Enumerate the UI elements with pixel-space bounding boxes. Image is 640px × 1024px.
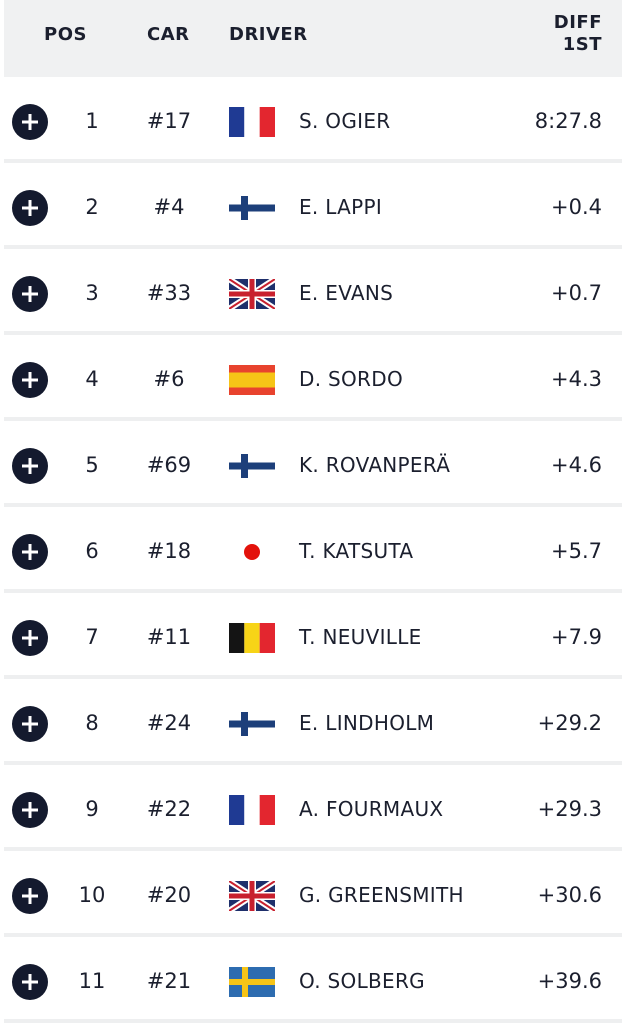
- driver-name: E. EVANS: [299, 281, 394, 305]
- driver-name: E. LAPPI: [299, 195, 383, 219]
- car-number: #11: [146, 625, 192, 649]
- diff-time: +29.3: [537, 797, 602, 821]
- driver-name: D. SORDO: [299, 367, 403, 391]
- driver-name: G. GREENSMITH: [299, 883, 464, 907]
- driver-name: O. SOLBERG: [299, 969, 425, 993]
- position: 11: [78, 969, 106, 993]
- table-row: 10 #20 G. GREENSMITH +30.6: [4, 851, 622, 937]
- table-row: 3 #33 E. EVANS +0.7: [4, 249, 622, 335]
- header-car: CAR: [147, 24, 190, 45]
- car-number: #22: [146, 797, 192, 821]
- expand-row-button[interactable]: [12, 792, 48, 828]
- expand-row-button[interactable]: [12, 534, 48, 570]
- table-row: 5 #69 K. ROVANPERÄ +4.6: [4, 421, 622, 507]
- car-number: #18: [146, 539, 192, 563]
- diff-time: +4.3: [551, 367, 602, 391]
- table-row: 9 #22 A. FOURMAUX +29.3: [4, 765, 622, 851]
- france-flag-icon: [229, 795, 275, 825]
- plus-circle-icon: [22, 114, 38, 130]
- expand-row-button[interactable]: [12, 104, 48, 140]
- plus-circle-icon: [22, 888, 38, 904]
- diff-time: +29.2: [537, 711, 602, 735]
- expand-row-button[interactable]: [12, 706, 48, 742]
- expand-row-button[interactable]: [12, 362, 48, 398]
- plus-circle-icon: [22, 200, 38, 216]
- diff-time: 8:27.8: [534, 109, 602, 133]
- table-header: POS CAR DRIVER DIFF 1ST: [4, 0, 622, 77]
- table-row: 7 #11 T. NEUVILLE +7.9: [4, 593, 622, 679]
- header-pos: POS: [44, 24, 87, 45]
- plus-circle-icon: [22, 286, 38, 302]
- position: 10: [78, 883, 106, 907]
- table-row: 1 #17 S. OGIER 8:27.8: [4, 77, 622, 163]
- plus-circle-icon: [22, 630, 38, 646]
- driver-name: T. KATSUTA: [299, 539, 414, 563]
- spain-flag-icon: [229, 365, 275, 395]
- table-row: 4 #6 D. SORDO +4.3: [4, 335, 622, 421]
- header-diff-line2: 1ST: [562, 34, 602, 55]
- expand-row-button[interactable]: [12, 190, 48, 226]
- position: 1: [85, 109, 99, 133]
- position: 7: [85, 625, 99, 649]
- car-number: #17: [146, 109, 192, 133]
- plus-circle-icon: [22, 544, 38, 560]
- table-row: 11 #21 O. SOLBERG +39.6: [4, 937, 622, 1023]
- plus-circle-icon: [22, 974, 38, 990]
- japan-flag-icon: [229, 537, 275, 567]
- plus-circle-icon: [22, 802, 38, 818]
- position: 2: [85, 195, 99, 219]
- driver-name: E. LINDHOLM: [299, 711, 435, 735]
- table-row: 8 #24 E. LINDHOLM +29.2: [4, 679, 622, 765]
- diff-time: +0.7: [551, 281, 602, 305]
- united-kingdom-flag-icon: [227, 276, 277, 312]
- table-row: 2 #4 E. LAPPI +0.4: [4, 163, 622, 249]
- expand-row-button[interactable]: [12, 276, 48, 312]
- france-flag-icon: [229, 107, 275, 137]
- expand-row-button[interactable]: [12, 878, 48, 914]
- diff-time: +5.7: [551, 539, 602, 563]
- header-diff-line1: DIFF: [553, 12, 602, 33]
- header-driver: DRIVER: [229, 24, 308, 45]
- expand-row-button[interactable]: [12, 620, 48, 656]
- position: 3: [85, 281, 99, 305]
- expand-row-button[interactable]: [12, 964, 48, 1000]
- diff-time: +4.6: [551, 453, 602, 477]
- plus-circle-icon: [22, 716, 38, 732]
- table-row: 6 #18 T. KATSUTA +5.7: [4, 507, 622, 593]
- car-number: #69: [146, 453, 192, 477]
- expand-row-button[interactable]: [12, 448, 48, 484]
- car-number: #21: [146, 969, 192, 993]
- diff-time: +0.4: [551, 195, 602, 219]
- plus-circle-icon: [22, 458, 38, 474]
- finland-flag-icon: [229, 193, 275, 223]
- car-number: #20: [146, 883, 192, 907]
- diff-time: +7.9: [551, 625, 602, 649]
- finland-flag-icon: [229, 451, 275, 481]
- position: 9: [85, 797, 99, 821]
- position: 8: [85, 711, 99, 735]
- driver-name: A. FOURMAUX: [299, 797, 444, 821]
- diff-time: +30.6: [537, 883, 602, 907]
- position: 4: [85, 367, 99, 391]
- car-number: #4: [153, 195, 185, 219]
- position: 5: [85, 453, 99, 477]
- driver-name: S. OGIER: [299, 109, 391, 133]
- diff-time: +39.6: [537, 969, 602, 993]
- plus-circle-icon: [22, 372, 38, 388]
- driver-name: T. NEUVILLE: [299, 625, 422, 649]
- driver-name: K. ROVANPERÄ: [299, 453, 451, 477]
- united-kingdom-flag-icon: [227, 878, 277, 914]
- car-number: #33: [146, 281, 192, 305]
- car-number: #6: [153, 367, 185, 391]
- header-diff: DIFF 1ST: [554, 12, 602, 56]
- position: 6: [85, 539, 99, 563]
- belgium-flag-icon: [229, 623, 275, 653]
- car-number: #24: [146, 711, 192, 735]
- sweden-flag-icon: [229, 967, 275, 997]
- finland-flag-icon: [229, 709, 275, 739]
